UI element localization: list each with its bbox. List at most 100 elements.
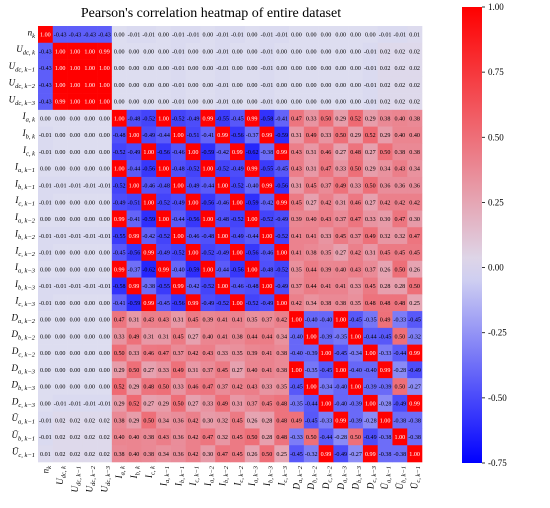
row-label: Ūc, k−1	[12, 447, 35, 460]
cell-value-label: -0.39	[349, 402, 362, 408]
heatmap-cell	[303, 143, 319, 161]
heatmap-cell	[274, 311, 290, 329]
column-label: Ūc, k−1	[410, 466, 423, 489]
heatmap-cell	[407, 176, 423, 194]
heatmap-cell	[126, 26, 142, 44]
cell-value-label: 0.44	[306, 267, 317, 273]
heatmap-cell	[244, 327, 260, 345]
cell-value-label: 0.44	[306, 284, 317, 290]
chart-title: Pearson's correlation heatmap of entire …	[81, 6, 341, 21]
cell-value-label: 0.49	[129, 334, 140, 340]
heatmap-cell	[244, 311, 260, 329]
heatmap-cell	[318, 143, 334, 161]
cell-value-label: 0.00	[40, 116, 51, 122]
heatmap-cell	[141, 260, 157, 278]
heatmap-cell	[318, 26, 334, 44]
cell-value-label: 0.99	[380, 368, 391, 374]
cell-value-label: 1.00	[395, 435, 406, 441]
cell-value-label: 0.38	[321, 301, 332, 307]
cell-value-label: -0.55	[113, 234, 126, 240]
heatmap-cell	[111, 93, 127, 111]
cell-value-label: 0.39	[247, 351, 258, 357]
heatmap-cell	[230, 93, 246, 111]
cell-value-label: -0.41	[275, 116, 288, 122]
heatmap-cell	[230, 176, 246, 194]
heatmap-cell	[348, 227, 364, 245]
heatmap-cell	[289, 327, 305, 345]
heatmap-cell	[38, 109, 54, 127]
cell-value-label: 0.00	[158, 33, 169, 39]
cell-value-label: 0.28	[262, 435, 273, 441]
cell-value-label: -0.48	[261, 267, 274, 273]
heatmap-cell	[215, 176, 231, 194]
heatmap-cell	[170, 327, 186, 345]
cell-value-label: 0.38	[114, 452, 125, 458]
heatmap-cell	[111, 176, 127, 194]
cell-value-label: 0.47	[217, 452, 228, 458]
cell-value-label: 0.99	[247, 167, 258, 173]
heatmap-cell	[407, 143, 423, 161]
heatmap-cell	[38, 26, 54, 44]
heatmap-cell	[318, 76, 334, 94]
heatmap-cell	[318, 311, 334, 329]
heatmap-cell	[67, 344, 83, 362]
colorbar-tick-label: 0.00	[488, 263, 504, 273]
heatmap-cell	[407, 59, 423, 77]
heatmap-cell	[200, 244, 216, 262]
cell-value-label: 0.50	[395, 334, 406, 340]
cell-value-label: -0.59	[128, 301, 141, 307]
heatmap-cell	[274, 294, 290, 312]
cell-value-label: 0.31	[365, 251, 376, 257]
heatmap-cell	[156, 260, 172, 278]
cell-value-label: 0.00	[55, 200, 66, 206]
cell-value-label: 0.99	[55, 100, 66, 106]
cell-value-label: 0.00	[84, 251, 95, 257]
cell-value-label: 0.00	[306, 33, 317, 39]
row-label: Ic, k−2	[14, 245, 35, 258]
heatmap-cell	[244, 277, 260, 295]
row-label: Da, k−3	[10, 363, 35, 376]
heatmap-cell	[303, 76, 319, 94]
cell-value-label: -0.46	[216, 200, 229, 206]
cell-value-label: 0.00	[365, 33, 376, 39]
cell-value-label: 0.46	[143, 351, 154, 357]
cell-value-label: -0.56	[246, 251, 259, 257]
heatmap-cell	[392, 311, 408, 329]
heatmap-cell	[259, 378, 275, 396]
cell-value-label: 0.00	[114, 83, 125, 89]
heatmap-cell	[67, 378, 83, 396]
cell-value-label: -0.56	[275, 184, 288, 190]
colorbar-tick-label: 0.25	[488, 197, 504, 207]
heatmap-cell	[141, 361, 157, 379]
cell-value-label: 0.00	[99, 200, 110, 206]
cell-value-label: 0.00	[188, 83, 199, 89]
heatmap-cell	[111, 193, 127, 211]
heatmap-cell	[377, 93, 393, 111]
heatmap-cell	[126, 260, 142, 278]
heatmap-cell	[52, 42, 68, 60]
cell-value-label: 0.38	[276, 351, 287, 357]
heatmap-cell	[362, 160, 378, 178]
heatmap-cell	[230, 428, 246, 446]
heatmap-cell	[377, 277, 393, 295]
heatmap-cell	[362, 210, 378, 228]
cell-value-label: -0.48	[246, 284, 259, 290]
row-labels: nk Udc, k Udc, k−1 Udc, k−2 Udc, k−3 Ia, k Ib,…	[9, 27, 36, 459]
cell-value-label: 0.45	[232, 418, 243, 424]
heatmap-cell	[156, 93, 172, 111]
cell-value-label: -0.01	[364, 83, 377, 89]
heatmap-cell	[185, 93, 201, 111]
heatmap-cell	[259, 344, 275, 362]
heatmap-cell	[111, 277, 127, 295]
heatmap-cell	[170, 59, 186, 77]
heatmap-cell	[362, 227, 378, 245]
cell-value-label: 1.00	[203, 267, 214, 273]
heatmap-cell	[230, 26, 246, 44]
cell-value-label: 0.00	[99, 334, 110, 340]
cell-value-label: 0.02	[99, 418, 110, 424]
cell-value-label: 0.29	[114, 368, 125, 374]
heatmap-cell	[200, 93, 216, 111]
cell-value-label: -0.56	[128, 251, 141, 257]
heatmap-cell	[200, 126, 216, 144]
heatmap-cell	[82, 327, 98, 345]
